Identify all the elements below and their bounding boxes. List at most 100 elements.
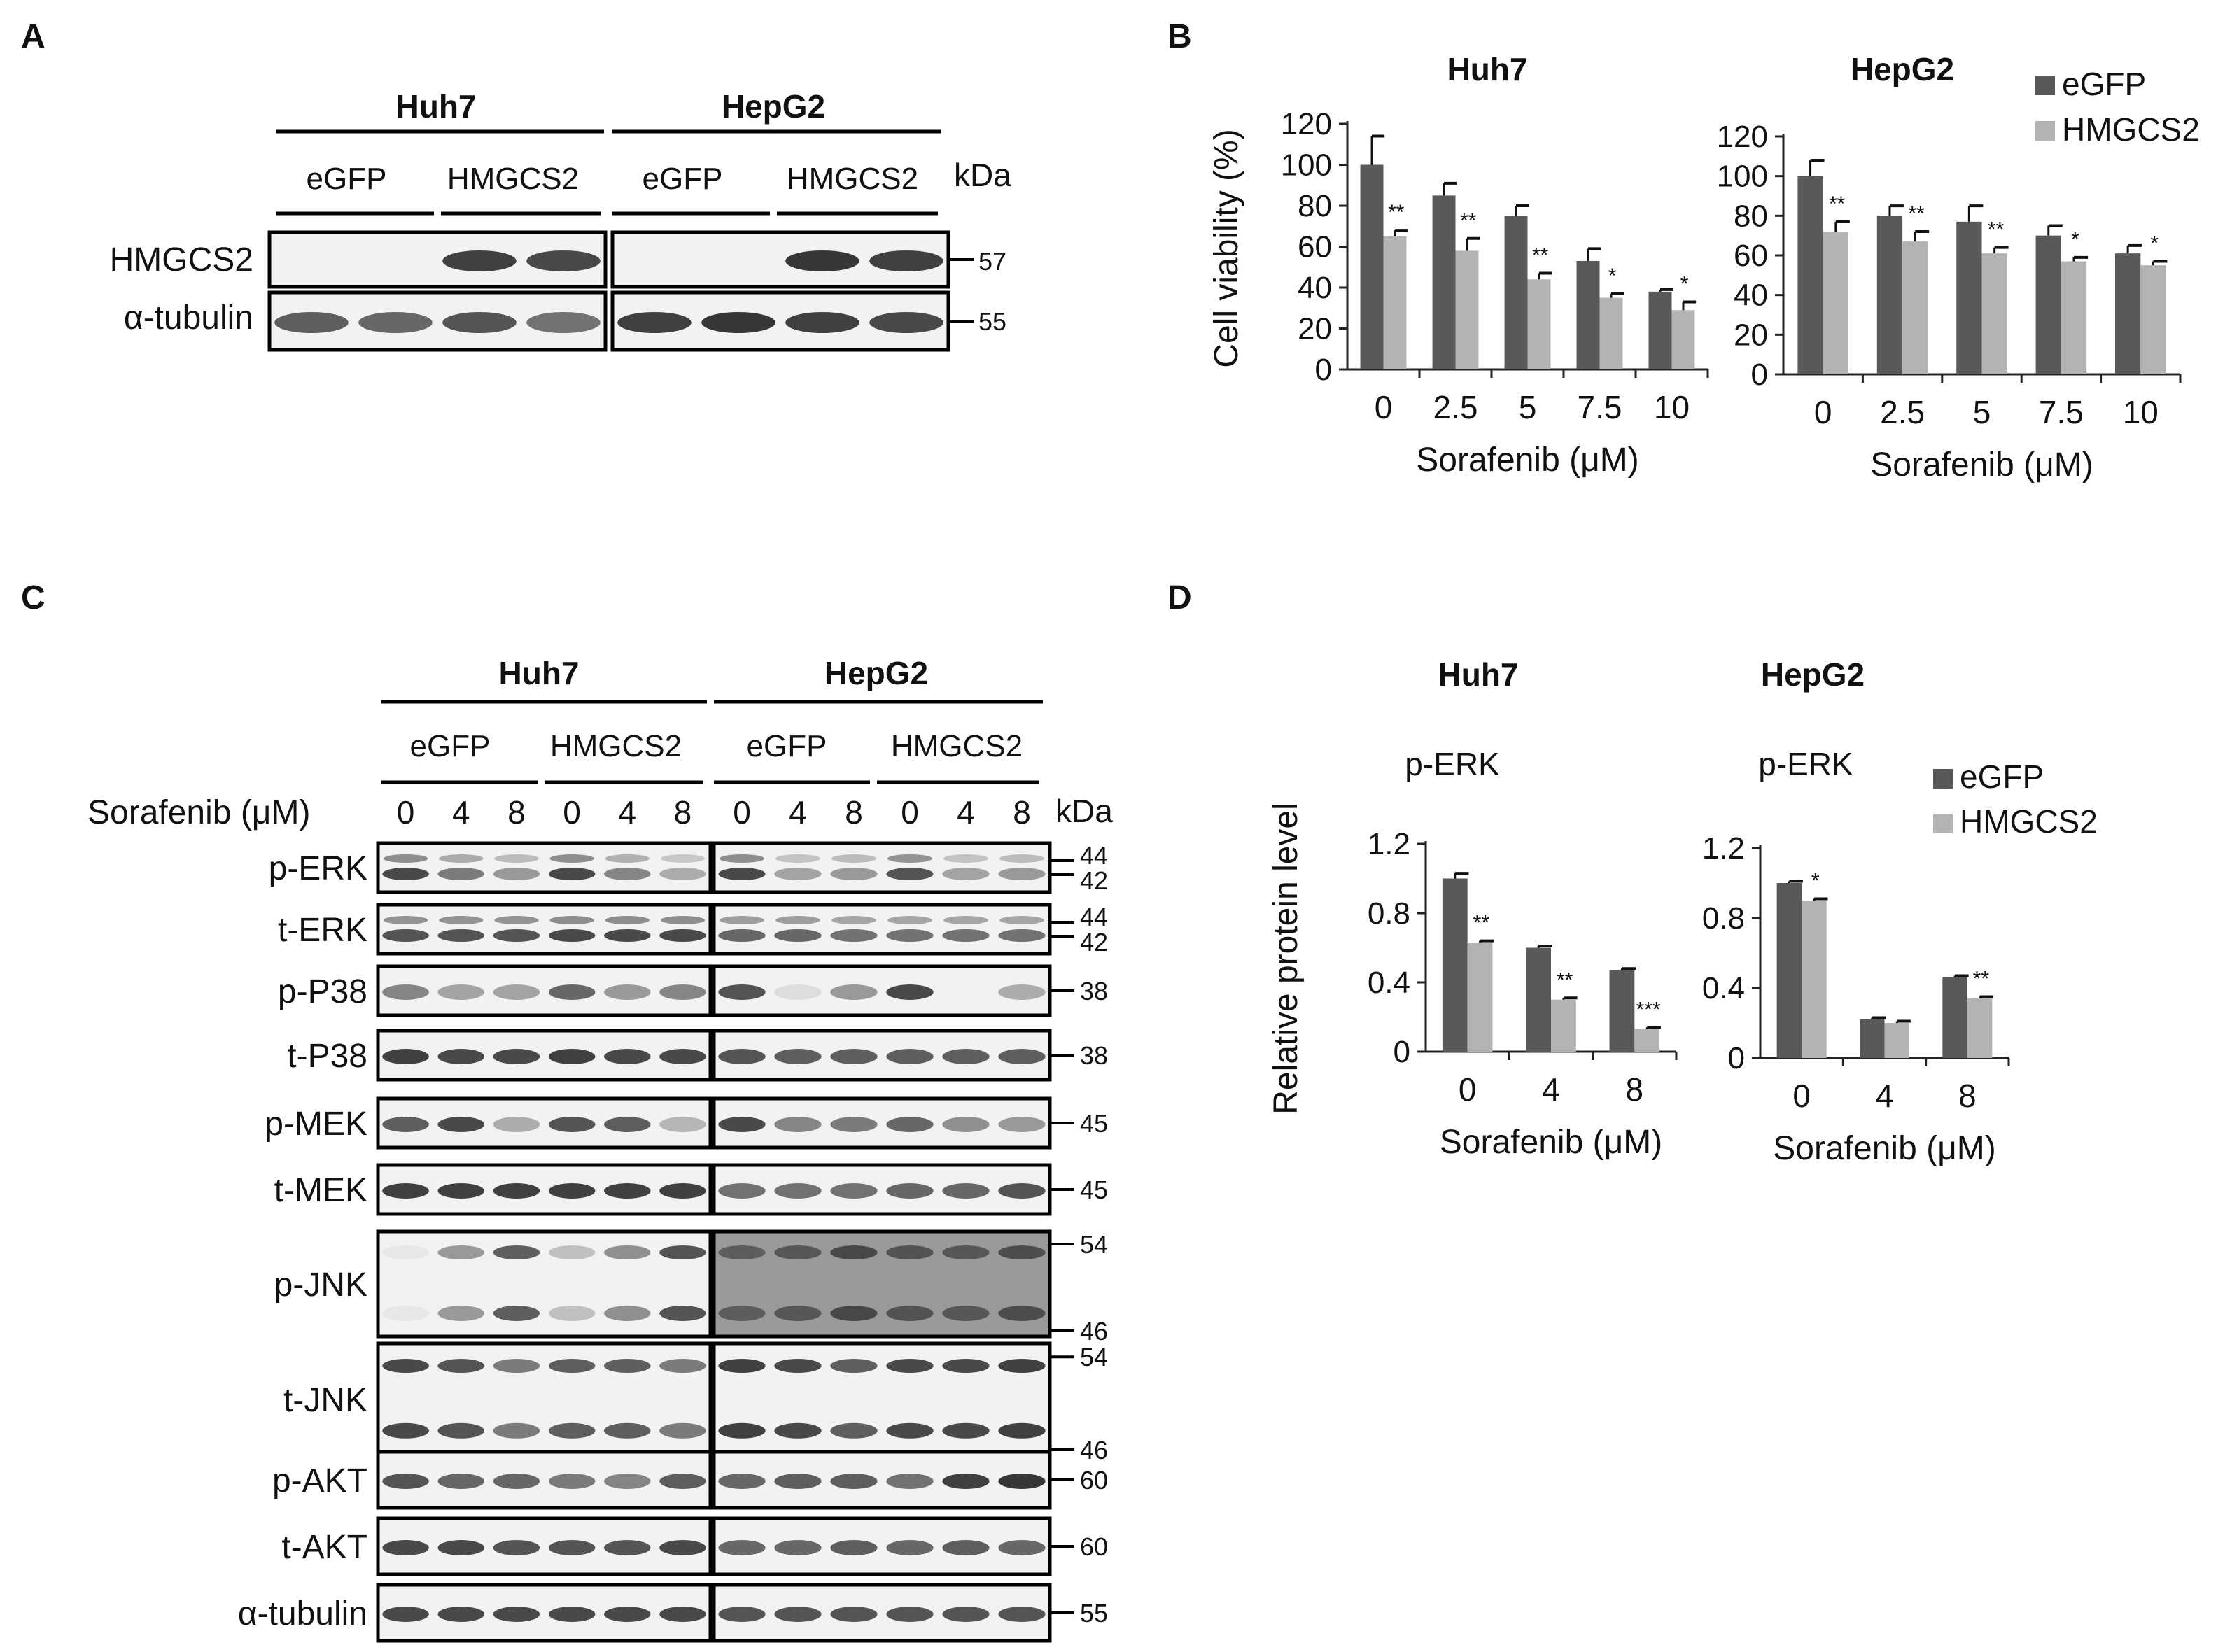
blot-band xyxy=(548,1049,596,1064)
blot-band xyxy=(998,1049,1046,1064)
blot-band xyxy=(775,854,820,863)
x-tick-label: 5 xyxy=(1519,389,1537,425)
blot-band xyxy=(785,250,859,271)
x-tick-label: 8 xyxy=(1626,1071,1644,1108)
y-tick-label: 0.8 xyxy=(1368,896,1410,931)
bar-hmgcs2 xyxy=(1823,232,1848,374)
panel-a-kda-marker: 57 xyxy=(978,247,1006,276)
panel-c-cell-line-hepg2: HepG2 xyxy=(824,655,928,691)
blot-frame xyxy=(712,1583,1052,1643)
bar-egfp xyxy=(1504,216,1528,369)
blot-band xyxy=(830,1049,878,1064)
blot-band xyxy=(998,1540,1046,1555)
x-axis-label: Sorafenib (μM) xyxy=(1416,442,1638,479)
blot-band xyxy=(774,1183,822,1199)
blot-row-label: p-AKT xyxy=(272,1462,367,1499)
chart-title: HepG2 xyxy=(1851,51,1954,87)
blot-band xyxy=(604,1607,651,1622)
blot-band xyxy=(660,916,706,924)
blot-band xyxy=(604,1117,651,1132)
blot-band xyxy=(718,929,766,942)
blot-band xyxy=(437,868,484,880)
y-tick-label: 40 xyxy=(1298,271,1332,305)
blot-band xyxy=(869,312,943,333)
blot-band xyxy=(442,250,517,271)
blot-band xyxy=(548,1359,596,1373)
panel-a: Huh7 HepG2 eGFP HMGCS2 eGFP HMGCS2 kDa H… xyxy=(110,88,1011,352)
blot-band xyxy=(659,1183,706,1199)
blot-band xyxy=(437,1474,484,1489)
blot-band xyxy=(493,1245,540,1259)
bar-egfp xyxy=(1576,260,1600,369)
blot-band xyxy=(869,250,943,271)
panel-b-chart-huh7: Huh7 0 20 40 60 80 100 120 0 ** 2.5 ** 5 ** 7.5 * 10 * Sor… xyxy=(1281,51,1709,479)
blot-band xyxy=(830,1359,878,1373)
bar-egfp xyxy=(1609,970,1635,1052)
blot-row-label: t-P38 xyxy=(287,1038,367,1075)
x-tick-label: 0 xyxy=(1375,389,1393,425)
blot-band xyxy=(774,1359,822,1373)
blot-band xyxy=(659,868,706,880)
blot-band xyxy=(493,1306,540,1321)
panel-a-group-label: HMGCS2 xyxy=(787,162,918,196)
panel-a-kda-label: kDa xyxy=(954,157,1011,193)
blot-band xyxy=(604,1359,651,1373)
blot-band xyxy=(998,929,1046,942)
blot-band xyxy=(493,1359,540,1373)
blot-frame xyxy=(712,1341,1052,1457)
kda-marker: 46 xyxy=(1080,1317,1108,1346)
blot-band xyxy=(886,929,934,942)
kda-marker: 60 xyxy=(1080,1466,1108,1495)
bar-hmgcs2 xyxy=(2061,261,2087,374)
blot-band xyxy=(604,984,651,1000)
bar-hmgcs2 xyxy=(1967,998,1993,1058)
blot-band xyxy=(774,1049,822,1064)
blot-frame xyxy=(376,841,713,894)
dose-value: 8 xyxy=(507,794,526,831)
chart-title: Huh7 xyxy=(1438,656,1519,693)
blot-row-label: t-ERK xyxy=(278,912,367,949)
y-tick-label: 40 xyxy=(1734,278,1768,313)
blot-band xyxy=(604,1306,651,1321)
kda-marker: 42 xyxy=(1080,928,1108,956)
y-tick-label: 20 xyxy=(1734,318,1768,352)
blot-band xyxy=(942,868,990,880)
blot-band xyxy=(886,1183,934,1199)
dose-value: 8 xyxy=(845,794,863,831)
blot-band xyxy=(437,984,484,1000)
panel-b-legend-label-hmgcs2: HMGCS2 xyxy=(2062,111,2200,148)
kda-marker: 45 xyxy=(1080,1109,1108,1138)
bar-egfp xyxy=(1360,164,1384,369)
y-tick-label: 0.4 xyxy=(1368,966,1410,1000)
blot-band xyxy=(942,1117,990,1132)
blot-frame xyxy=(712,1029,1052,1082)
x-tick-label: 7.5 xyxy=(1578,389,1622,425)
x-tick-label: 8 xyxy=(1958,1078,1977,1114)
blot-band xyxy=(830,1422,878,1439)
blot-band xyxy=(830,1245,878,1259)
y-tick-label: 0 xyxy=(1315,353,1332,387)
panel-c-kda-label: kDa xyxy=(1055,793,1113,829)
bar-egfp xyxy=(1442,878,1468,1052)
blot-band xyxy=(718,1183,766,1199)
kda-marker: 38 xyxy=(1080,977,1108,1005)
y-tick-label: 80 xyxy=(1298,189,1332,223)
dose-value: 8 xyxy=(1013,794,1031,831)
chart-title: Huh7 xyxy=(1447,51,1528,87)
dose-value: 0 xyxy=(397,794,415,831)
blot-band xyxy=(382,1607,429,1622)
x-tick-label: 0 xyxy=(1459,1071,1477,1108)
blot-row-label: p-P38 xyxy=(278,973,367,1010)
x-tick-label: 0 xyxy=(1814,394,1832,430)
panel-letter-a: A xyxy=(21,18,45,55)
x-tick-label: 2.5 xyxy=(1880,394,1925,430)
panel-a-cell-line-huh7: Huh7 xyxy=(396,88,477,125)
blot-band xyxy=(617,312,692,333)
panel-d-legend-swatch-hmgcs2 xyxy=(1933,814,1953,833)
blot-band xyxy=(830,1540,878,1555)
blot-band xyxy=(886,1117,934,1132)
blot-band xyxy=(439,854,484,863)
blot-band xyxy=(382,1245,429,1259)
dose-value: 4 xyxy=(452,794,470,831)
blot-row-label: t-AKT xyxy=(281,1529,367,1566)
